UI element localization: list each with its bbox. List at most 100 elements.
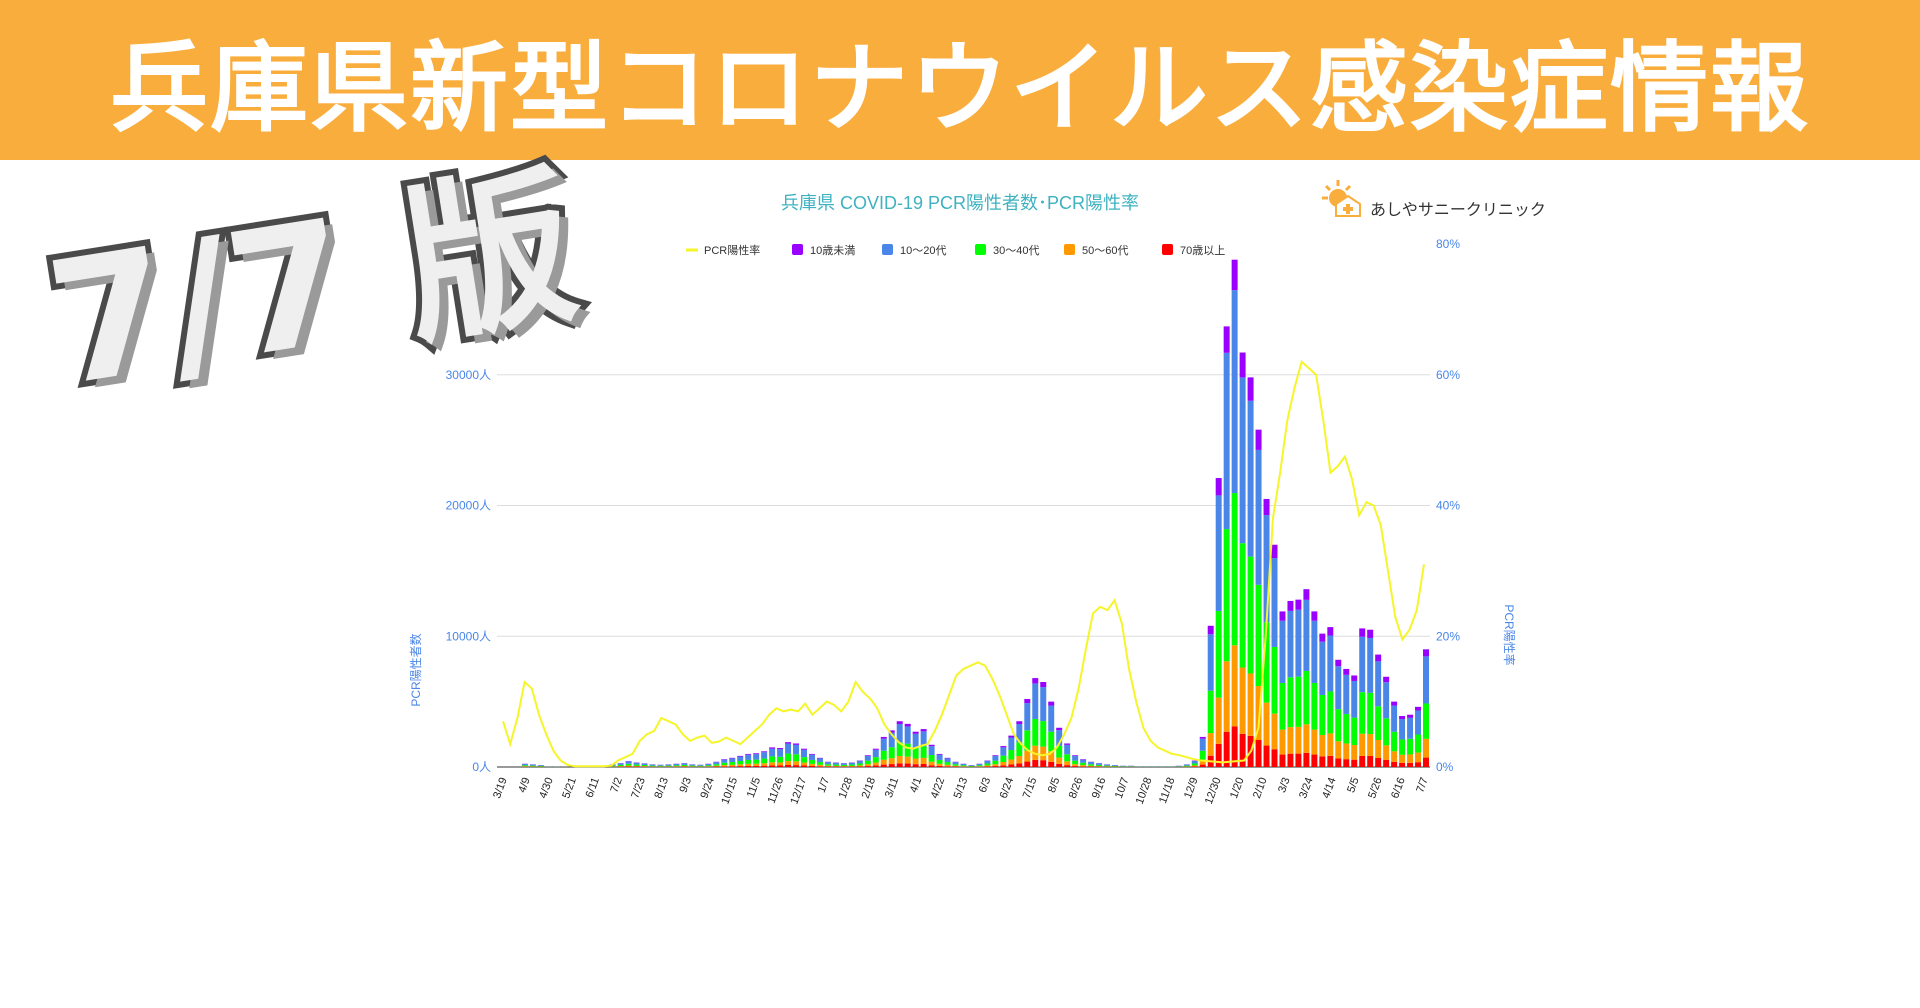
bar-segment <box>1056 757 1063 764</box>
bar-segment <box>777 749 784 757</box>
bar-segment <box>1287 610 1294 678</box>
bar-segment <box>753 765 760 767</box>
bar-segment <box>665 764 672 766</box>
bar-segment <box>920 746 927 758</box>
x-tick-label: 7/7 <box>1414 776 1431 794</box>
bar-segment <box>1231 290 1238 494</box>
bar-segment <box>745 765 752 767</box>
bar-segment <box>673 765 680 767</box>
bar-segment <box>737 764 744 767</box>
x-tick-label: 2/10 <box>1251 776 1270 800</box>
bar-segment <box>1319 633 1326 642</box>
bar-segment <box>1048 761 1055 767</box>
bar-segment <box>1319 756 1326 767</box>
bar-segment <box>1199 764 1206 767</box>
bar-segment <box>864 755 871 761</box>
bar-segment <box>649 764 656 766</box>
bar-segment <box>1359 628 1366 637</box>
bar-segment <box>1319 641 1326 695</box>
bar-segment <box>888 732 895 748</box>
bar-segment <box>920 763 927 767</box>
bar-segment <box>1399 716 1406 720</box>
x-tick-label: 8/13 <box>652 776 671 800</box>
bar-segment <box>1024 703 1031 731</box>
bar-segment <box>1359 692 1366 734</box>
bar-segment <box>1359 755 1366 767</box>
bar-segment <box>1311 682 1318 730</box>
bar-segment <box>1407 762 1414 767</box>
bar-segment <box>848 764 855 766</box>
bar-segment <box>1016 756 1023 764</box>
bar-segment <box>769 748 776 757</box>
bar-segment <box>880 738 887 751</box>
bar-segment <box>777 762 784 766</box>
bar-segment <box>1279 729 1286 755</box>
bar-segment <box>1040 682 1047 688</box>
bar-segment <box>785 753 792 762</box>
bar-segment <box>785 765 792 767</box>
bar-segment <box>856 766 863 767</box>
legend-label: PCR陽性率 <box>704 243 760 257</box>
bar-segment <box>1255 429 1262 450</box>
bar-segment <box>1072 755 1079 761</box>
bar-segment <box>689 765 696 767</box>
bar-segment <box>1016 742 1023 757</box>
legend-swatch <box>975 244 986 255</box>
x-tick-label: 3/19 <box>491 776 510 800</box>
bar-segment <box>777 756 784 763</box>
bar-segment <box>1088 764 1095 766</box>
x-tick-label: 8/26 <box>1067 776 1086 800</box>
bar-segment <box>1032 678 1039 684</box>
bar-segment <box>1072 766 1079 767</box>
bar-segment <box>1391 731 1398 752</box>
x-tick-label: 6/16 <box>1389 776 1408 800</box>
bar-segment <box>840 764 847 767</box>
bar-segment <box>1175 765 1182 767</box>
x-tick-label: 11/18 <box>1157 776 1177 805</box>
bar-segment <box>904 756 911 764</box>
bar-segment <box>944 758 951 763</box>
bar-segment <box>1008 750 1015 760</box>
bar-segment <box>745 763 752 766</box>
bar-segment <box>1239 377 1246 544</box>
bar-segment <box>1064 754 1071 762</box>
bar-segment <box>880 750 887 760</box>
bar-segment <box>936 763 943 766</box>
x-tick-label: 11/26 <box>766 776 786 805</box>
bar-segment <box>1351 759 1358 767</box>
bar-segment <box>1391 761 1398 767</box>
bar-segment <box>633 764 640 766</box>
bar-segment <box>721 765 728 767</box>
bar-segment <box>1407 714 1414 718</box>
bar-segment <box>872 749 879 758</box>
bar-segment <box>713 762 720 765</box>
bar-segment <box>944 757 951 759</box>
bar-segment <box>1008 735 1015 738</box>
bar-segment <box>1343 759 1350 767</box>
bar-segment <box>904 723 911 727</box>
bar-segment <box>1247 400 1254 557</box>
bar-segment <box>1231 726 1238 767</box>
bar-segment <box>1391 751 1398 762</box>
bar-segment <box>1359 636 1366 693</box>
bar-segment <box>801 765 807 767</box>
bar-segment <box>1407 754 1414 763</box>
bar-segment <box>992 764 999 767</box>
bar-segment <box>832 762 839 765</box>
bar-segment <box>657 765 664 767</box>
bar-segment <box>888 758 895 765</box>
bar-segment <box>641 763 648 766</box>
bar-segment <box>816 762 823 765</box>
legend-label: 50〜60代 <box>1082 244 1128 257</box>
x-tick-label: 5/5 <box>1345 776 1362 794</box>
bar-segment <box>1335 741 1342 759</box>
bar-segment <box>1375 654 1382 662</box>
bar-segment <box>856 765 863 767</box>
bar-segment <box>1215 478 1222 496</box>
bar-segment <box>641 766 648 767</box>
x-tick-label: 1/20 <box>1228 776 1247 800</box>
x-tick-label: 1/28 <box>837 776 856 800</box>
bar-segment <box>1311 729 1318 755</box>
bar-segment <box>984 766 991 767</box>
bar-segment <box>801 749 807 758</box>
